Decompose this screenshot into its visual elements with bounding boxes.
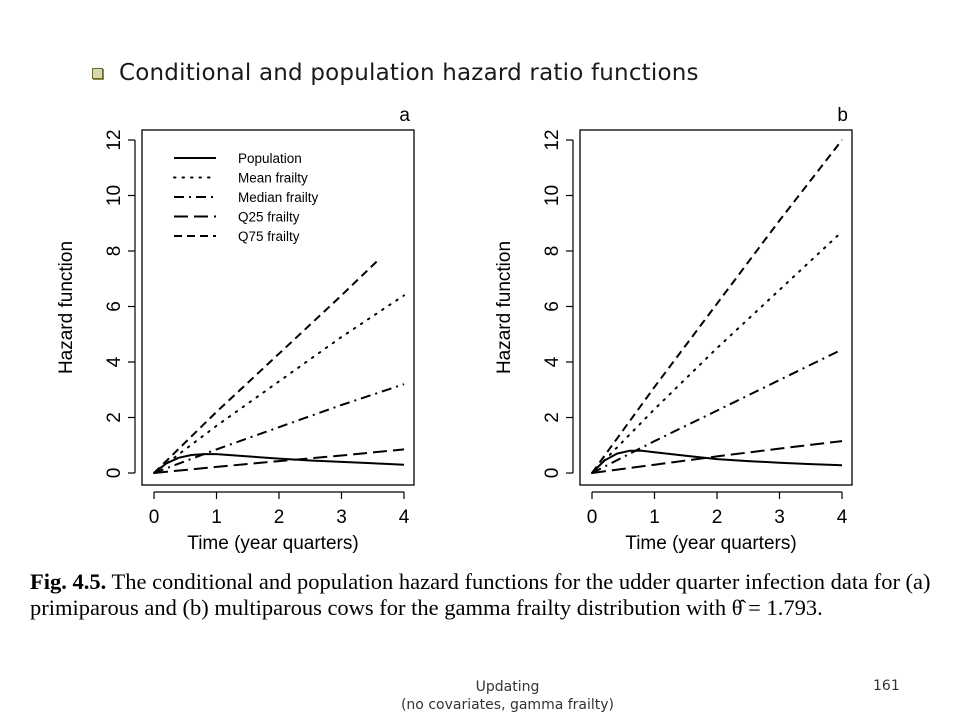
series-line-population: [591, 449, 843, 474]
y-axis-title: Hazard function: [494, 241, 515, 374]
x-tick-label: 1: [649, 507, 660, 528]
x-tick-label: 4: [837, 507, 848, 528]
y-tick-label: 2: [104, 412, 125, 423]
series-line-q25-frailty: [153, 448, 405, 474]
figure-label: Fig. 4.5.: [30, 569, 107, 594]
y-tick-label: 10: [542, 185, 563, 206]
y-tick-label: 4: [542, 356, 563, 367]
y-tick-label: 8: [542, 246, 563, 257]
y-tick-label: 6: [542, 301, 563, 312]
x-tick-label: 3: [336, 507, 347, 528]
x-axis-title: Time (year quarters): [187, 533, 358, 554]
x-tick-label: 2: [712, 507, 723, 528]
x-tick-label: 0: [587, 507, 598, 528]
footer-line-1: Updating: [475, 679, 540, 695]
x-tick-label: 3: [774, 507, 785, 528]
series-line-mean-frailty: [591, 230, 843, 474]
series-line-median-frailty: [591, 348, 843, 474]
y-tick-label: 12: [104, 129, 125, 150]
slide-heading: Conditional and population hazard ratio …: [92, 60, 699, 90]
legend-label: Q25 frailty: [238, 210, 300, 225]
legend-label: Mean frailty: [238, 171, 308, 186]
square-bullet-icon: [92, 68, 103, 79]
legend-label: Population: [238, 151, 302, 166]
x-axis-title: Time (year quarters): [625, 533, 796, 554]
panel-label: b: [837, 105, 848, 126]
plot-frame: [579, 129, 853, 486]
panel-label: a: [399, 105, 410, 126]
legend-label: Median frailty: [238, 190, 319, 205]
series-line-population: [153, 453, 405, 474]
slide-heading-text: Conditional and population hazard ratio …: [119, 60, 699, 86]
page-number: 161: [873, 678, 900, 694]
y-tick-label: 4: [104, 356, 125, 367]
x-tick-label: 4: [399, 507, 410, 528]
y-axis-title: Hazard function: [56, 241, 77, 374]
x-tick-label: 0: [149, 507, 160, 528]
figure-caption-text: The conditional and population hazard fu…: [30, 569, 931, 620]
series-line-mean-frailty: [153, 294, 405, 474]
y-tick-label: 12: [542, 129, 563, 150]
footer-line-2: (no covariates, gamma frailty): [400, 697, 615, 713]
y-tick-label: 0: [542, 468, 563, 479]
x-tick-label: 1: [211, 507, 222, 528]
chart-legend: Population Mean frailty Median frailty Q25 …: [173, 151, 319, 244]
y-tick-label: 8: [104, 246, 125, 257]
legend-label: Q75 frailty: [238, 229, 300, 244]
slide-footer: Updating (no covariates, gamma frailty): [350, 678, 665, 714]
plot-frame: [141, 129, 415, 486]
x-tick-label: 2: [274, 507, 285, 528]
series-line-q25-frailty: [591, 440, 843, 474]
series-line-median-frailty: [153, 383, 405, 474]
figure-caption: Fig. 4.5. The conditional and population…: [30, 569, 945, 621]
y-tick-label: 6: [104, 301, 125, 312]
y-tick-label: 10: [104, 185, 125, 206]
y-tick-label: 2: [542, 412, 563, 423]
series-line-q75-frailty: [591, 139, 843, 474]
series-line-q75-frailty: [153, 258, 380, 474]
y-tick-label: 0: [104, 468, 125, 479]
